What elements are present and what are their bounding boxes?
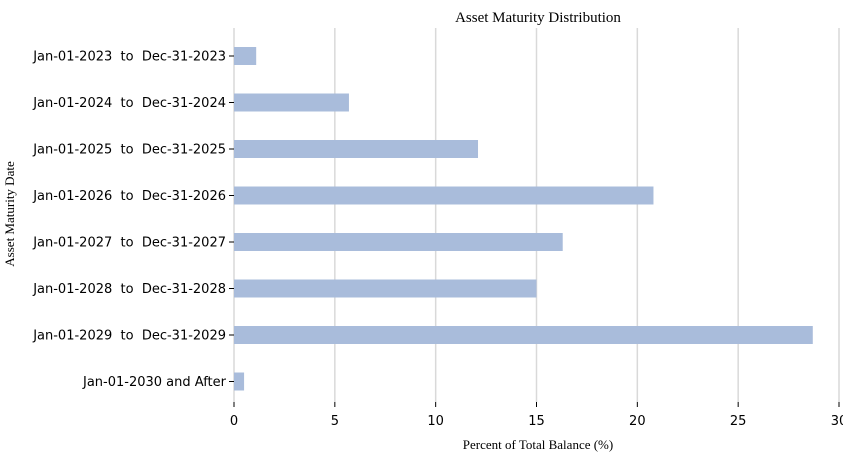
x-axis-label: Percent of Total Balance (%) (463, 437, 613, 452)
x-tick-label-4: 20 (629, 414, 646, 429)
y-tick-label-4: Jan-01-2027 to Dec-31-2027 (32, 236, 226, 251)
x-axis-ticks: 0 5 10 15 20 25 30 (230, 402, 843, 429)
bar-5 (234, 279, 537, 298)
y-tick-label-5: Jan-01-2028 to Dec-31-2028 (32, 282, 226, 297)
bar-1 (234, 93, 349, 112)
x-tick-label-6: 30 (831, 414, 843, 429)
x-tick-label-1: 5 (331, 414, 339, 429)
bar-7 (234, 372, 245, 391)
bar-0 (234, 47, 257, 65)
x-tick-label-5: 25 (730, 414, 747, 429)
x-tick-label-3: 15 (528, 414, 545, 429)
bar-6 (234, 326, 813, 344)
y-tick-label-2: Jan-01-2025 to Dec-31-2025 (32, 143, 226, 158)
y-tick-label-7: Jan-01-2030 and After (82, 375, 227, 390)
x-tick-label-2: 10 (427, 414, 444, 429)
y-tick-label-1: Jan-01-2024 to Dec-31-2024 (32, 96, 226, 111)
y-tick-label-6: Jan-01-2029 to Dec-31-2029 (32, 329, 226, 344)
bar-3 (234, 186, 654, 205)
grid-lines (233, 28, 840, 402)
bar-2 (234, 140, 479, 158)
bars (234, 47, 813, 391)
y-tick-label-3: Jan-01-2026 to Dec-31-2026 (32, 189, 226, 204)
bar-4 (234, 233, 563, 251)
x-tick-label-0: 0 (230, 414, 238, 429)
y-axis-label: Asset Maturity Date (2, 161, 17, 267)
chart-title: Asset Maturity Distribution (455, 10, 621, 26)
y-axis-ticks: Jan-01-2023 to Dec-31-2023 Jan-01-2024 to… (32, 50, 234, 390)
y-tick-label-0: Jan-01-2023 to Dec-31-2023 (32, 50, 226, 65)
